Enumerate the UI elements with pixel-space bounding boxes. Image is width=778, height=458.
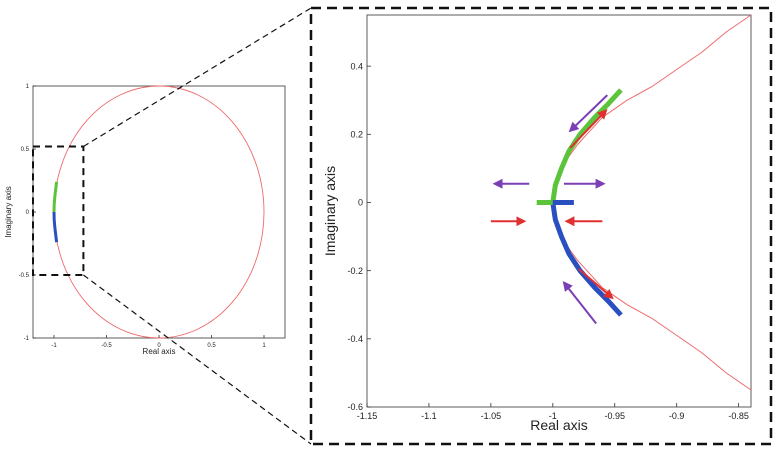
ov-ytick-label-1: -0.5 — [19, 273, 30, 279]
ov-ytick-label-2: 0 — [26, 210, 30, 216]
ov-xtick-label-1: -0.5 — [101, 343, 112, 349]
ov-series-0 — [53, 85, 265, 339]
ov-ytick-label-0: -1 — [24, 336, 30, 342]
zm-xtick-label-4: -0.95 — [604, 411, 625, 421]
zm-arrow-6 — [578, 268, 614, 300]
zoom-plot: -1.15 -1.1 -1.05 -1 -0.95 -0.9 -0.85 -0.6 -0.4 -0… — [322, 14, 752, 433]
zm-arrow-0 — [568, 94, 609, 133]
zm-xtick-label-0: -1.15 — [357, 411, 378, 421]
ov-series-1 — [52, 181, 59, 213]
overview-y-axis-label: Imaginary axis — [4, 186, 13, 238]
ov-ytick-label-3: 0.5 — [21, 147, 30, 153]
overview-axes-frame — [32, 85, 286, 339]
zoom-connector-bottom — [83, 274, 312, 445]
zoom-ticks-layer: -1.15 -1.1 -1.05 -1 -0.95 -0.9 -0.85 -0.6 -0.4 -0… — [347, 61, 748, 421]
overview-x-axis-label: Real axis — [143, 347, 176, 356]
ov-xtick-label-3: 0.5 — [207, 343, 216, 349]
zoom-y-axis-label: Imaginary axis — [322, 166, 338, 256]
zoom-axes-frame — [366, 14, 752, 408]
zm-ytick-label-1: -0.4 — [347, 334, 363, 344]
zm-ytick-label-0: -0.6 — [347, 402, 363, 412]
overview-series-layer — [52, 85, 265, 339]
zm-xtick-label-5: -0.9 — [669, 411, 685, 421]
zm-ytick-label-5: 0.4 — [350, 61, 363, 71]
ov-xtick-label-4: 1 — [262, 343, 266, 349]
zm-series-0 — [552, 14, 752, 391]
zm-xtick-label-3: -1 — [549, 411, 557, 421]
ov-ytick-label-4: 1 — [26, 84, 30, 90]
overview-zoom-box — [32, 145, 85, 276]
zm-arrow-7 — [562, 281, 597, 325]
zm-series-1 — [550, 88, 623, 203]
zm-ytick-label-3: 0 — [358, 198, 363, 208]
zoom-arrows-layer — [490, 94, 614, 325]
zm-arrow-1 — [569, 108, 608, 149]
ov-xtick-label-2: 0 — [157, 343, 161, 349]
zoom-x-axis-label: Real axis — [530, 417, 588, 433]
zm-ytick-label-2: -0.2 — [347, 266, 363, 276]
zm-xtick-label-2: -1.05 — [481, 411, 502, 421]
ov-xtick-label-0: -1 — [51, 343, 57, 349]
ov-series-2 — [52, 211, 59, 243]
zm-xtick-label-6: -0.85 — [728, 411, 749, 421]
zm-ytick-label-4: 0.2 — [350, 129, 363, 139]
zm-series-2 — [550, 202, 623, 317]
zoom-connector-top — [83, 7, 312, 147]
zoom-series-layer — [536, 14, 752, 391]
zm-xtick-label-1: -1.1 — [421, 411, 437, 421]
zoom-panel-border — [309, 6, 773, 446]
overview-plot: -1 -0.5 0 0.5 1 -1 -0.5 0 0.5 1 Real axis Imagina… — [4, 84, 286, 356]
overview-ticks-layer: -1 -0.5 0 0.5 1 -1 -0.5 0 0.5 1 — [19, 84, 267, 349]
